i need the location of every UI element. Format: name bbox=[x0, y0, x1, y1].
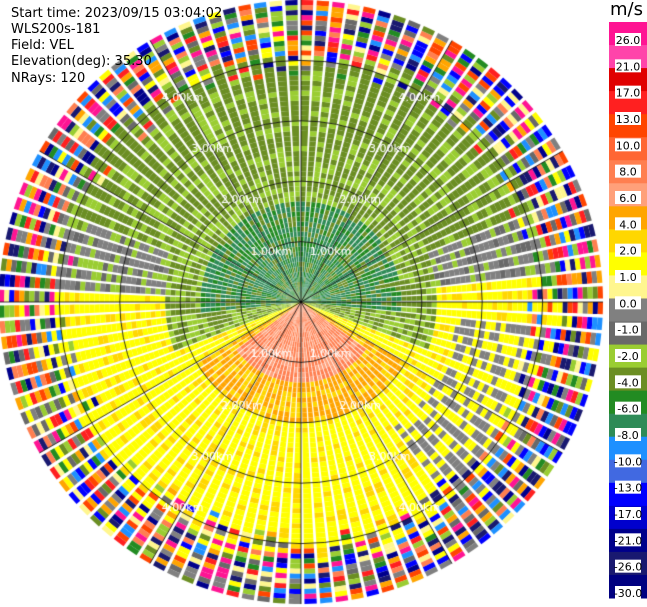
colorbar-tick-bg bbox=[615, 507, 641, 520]
colorbar-tick-bg bbox=[615, 296, 641, 310]
colorbar-tick-label: -30.0 bbox=[614, 587, 642, 600]
colorbar-tick-label: 13.0 bbox=[616, 113, 641, 126]
colorbar-tick-label: -26.0 bbox=[614, 561, 642, 574]
colorbar-tick-bg bbox=[615, 191, 641, 204]
colorbar-tick-label: 21.0 bbox=[616, 60, 641, 73]
colorbar-tick-bg bbox=[615, 33, 641, 46]
colorbar-tick-label: 2.0 bbox=[619, 245, 637, 258]
start-time-label: Start time: 2023/09/15 03:04:02 bbox=[11, 6, 223, 21]
colorbar-tick-label: 0.0 bbox=[619, 297, 637, 310]
velocity-ppi-plot bbox=[0, 0, 604, 607]
nrays-label: NRays: 120 bbox=[11, 71, 86, 86]
colorbar-tick-label: 10.0 bbox=[616, 139, 641, 152]
colorbar-tick-bg bbox=[615, 243, 641, 257]
colorbar-unit: m/s bbox=[610, 0, 643, 20]
colorbar-tick-label: -4.0 bbox=[617, 376, 638, 389]
velocity-colorbar: 26.0 21.0 17.0 13.0 10.0 8.0 6.0 4.0 2.0 1.0 0.0 -1… bbox=[609, 22, 647, 600]
colorbar-tick-label: -1.0 bbox=[617, 324, 638, 337]
colorbar-tick-bg bbox=[615, 375, 641, 389]
colorbar-tick-bg bbox=[615, 164, 641, 178]
elevation-label: Elevation(deg): 35.30 bbox=[11, 54, 152, 69]
colorbar-tick-bg bbox=[615, 322, 641, 336]
colorbar-tick-label: 8.0 bbox=[619, 166, 637, 179]
colorbar-tick-bg bbox=[615, 559, 641, 573]
colorbar-tick-label: -6.0 bbox=[617, 403, 638, 416]
colorbar-tick-bg bbox=[615, 349, 641, 362]
colorbar-tick-bg bbox=[615, 586, 641, 599]
instrument-label: WLS200s-181 bbox=[11, 22, 101, 37]
colorbar-tick-bg bbox=[615, 138, 641, 152]
colorbar-tick-label: -21.0 bbox=[614, 534, 642, 547]
colorbar-tick-label: 1.0 bbox=[619, 271, 637, 284]
colorbar-tick-bg bbox=[615, 217, 641, 231]
colorbar-tick-bg bbox=[615, 533, 641, 547]
colorbar-tick-label: -13.0 bbox=[614, 482, 642, 495]
colorbar-tick-label: 17.0 bbox=[616, 87, 641, 100]
colorbar-tick-label: 6.0 bbox=[619, 192, 637, 205]
colorbar-tick-bg bbox=[615, 401, 641, 415]
colorbar-tick-label: -2.0 bbox=[617, 350, 638, 363]
colorbar-tick-bg bbox=[615, 59, 641, 73]
colorbar-tick-bg bbox=[615, 270, 641, 283]
colorbar-tick-label: 4.0 bbox=[619, 218, 637, 231]
colorbar-tick-bg bbox=[615, 428, 641, 441]
colorbar-tick-bg bbox=[615, 480, 641, 494]
colorbar-tick-label: -17.0 bbox=[614, 508, 642, 521]
colorbar-tick-label: 26.0 bbox=[616, 34, 641, 47]
colorbar-tick-label: -10.0 bbox=[614, 455, 642, 468]
colorbar-tick-label: -8.0 bbox=[617, 429, 638, 442]
colorbar-tick-bg bbox=[615, 112, 641, 125]
field-label: Field: VEL bbox=[11, 38, 74, 53]
colorbar-tick-bg bbox=[615, 454, 641, 468]
colorbar-tick-bg bbox=[615, 85, 641, 99]
